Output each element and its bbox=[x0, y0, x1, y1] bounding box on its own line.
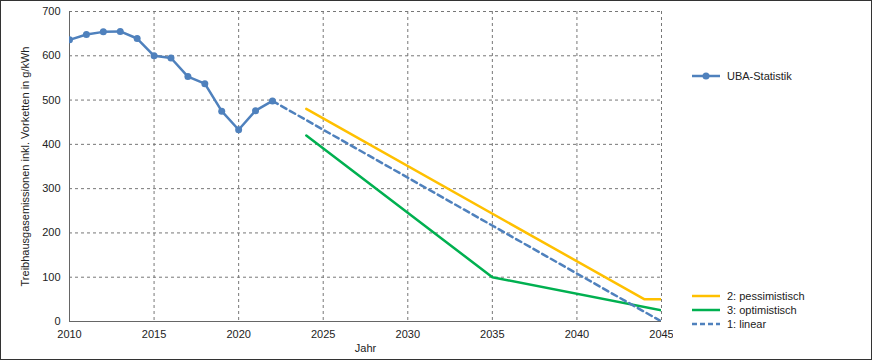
svg-text:Jahr: Jahr bbox=[355, 342, 377, 354]
svg-text:0: 0 bbox=[54, 315, 60, 327]
svg-text:200: 200 bbox=[42, 226, 60, 238]
svg-text:400: 400 bbox=[42, 138, 60, 150]
svg-text:2015: 2015 bbox=[142, 328, 166, 340]
svg-text:2040: 2040 bbox=[565, 328, 589, 340]
svg-text:2010: 2010 bbox=[57, 328, 81, 340]
svg-text:2025: 2025 bbox=[311, 328, 335, 340]
svg-text:700: 700 bbox=[42, 5, 60, 17]
svg-text:2035: 2035 bbox=[480, 328, 504, 340]
svg-text:500: 500 bbox=[42, 94, 60, 106]
svg-text:100: 100 bbox=[42, 271, 60, 283]
svg-text:2030: 2030 bbox=[396, 328, 420, 340]
html-text:3: optimistisch: 3: optimistisch bbox=[727, 304, 797, 316]
svg-text:2045: 2045 bbox=[649, 328, 673, 340]
html-text:2: pessimistisch: 2: pessimistisch bbox=[727, 290, 805, 302]
html-text:UBA-Statistik: UBA-Statistik bbox=[727, 70, 792, 82]
svg-text:Treibhausgasemissionen inkl. V: Treibhausgasemissionen inkl. Vorketten i… bbox=[19, 47, 31, 287]
svg-text:2020: 2020 bbox=[226, 328, 250, 340]
svg-text:300: 300 bbox=[42, 182, 60, 194]
html-text:1: linear: 1: linear bbox=[727, 318, 767, 330]
svg-text:600: 600 bbox=[42, 49, 60, 61]
